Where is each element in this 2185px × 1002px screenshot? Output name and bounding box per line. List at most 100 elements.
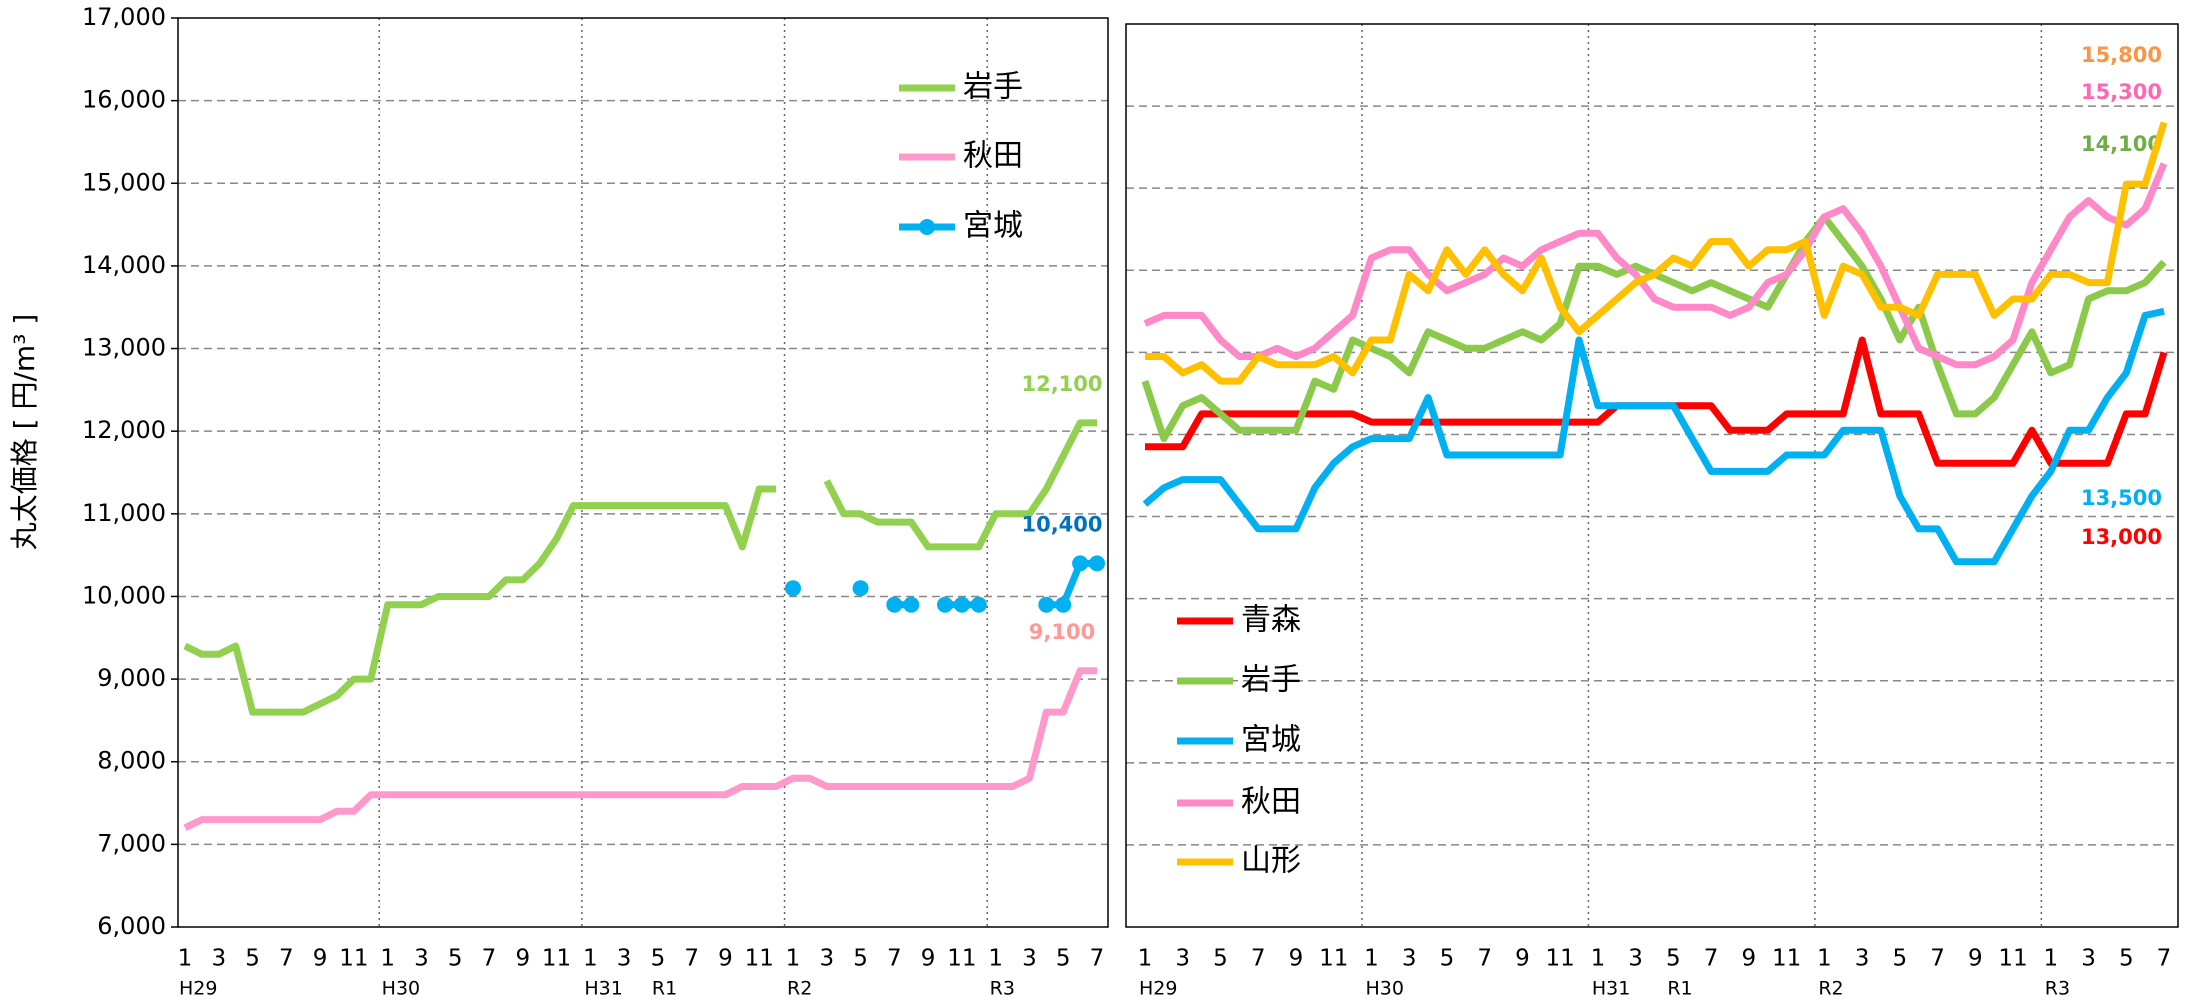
x-tick-label: 1 [1364,946,1379,972]
y-tick-label: 8,000 [97,747,166,775]
legend-label: 秋田 [1241,785,1301,820]
x-tick-label: 9 [1968,946,1983,972]
x-tick-label: 5 [1056,946,1071,972]
point [1072,555,1089,572]
point [937,596,953,613]
x-tick-label: 1 [2043,946,2058,972]
x-tick-label: 11 [1772,946,1801,972]
x-tick-label: 9 [921,946,936,972]
x-tick-label: 11 [542,946,571,972]
x-tick-label: 3 [414,946,429,972]
x-tick-label: 9 [718,946,733,972]
point [785,580,801,597]
value-label: 14,100 [2081,132,2162,156]
x-tick-label: 5 [1440,946,1455,972]
era-label: H30 [1365,978,1403,1000]
point [852,580,869,597]
x-tick-label: 7 [279,946,294,972]
era-label: R2 [787,978,812,1000]
legend-label: 宮城 [963,209,1023,244]
series-line [1143,162,2168,369]
y-tick-label: 11,000 [82,499,166,527]
x-tick-label: 5 [651,946,666,972]
value-label: 13,500 [2081,486,2162,510]
plot-frame [1125,23,2179,928]
legend-label: 山形 [1241,844,1301,879]
x-tick-label: 3 [211,946,226,972]
x-tick-label: 3 [1022,946,1037,972]
legend-label: 青森 [1241,603,1301,638]
y-tick-label: 9,000 [97,664,166,692]
point [886,596,903,613]
era-label: H29 [1139,978,1177,1000]
x-tick-label: 7 [684,946,699,972]
x-tick-label: 9 [1742,946,1757,972]
legend-label: 岩手 [1241,663,1301,698]
x-tick-label: 5 [1666,946,1681,972]
value-label: 15,300 [2081,80,2162,104]
x-tick-label: 1 [1817,946,1832,972]
series-line [1142,307,2165,566]
x-tick-label: 9 [313,946,328,972]
x-tick-label: 3 [2081,946,2096,972]
value-label: 9,100 [1029,620,1095,644]
series-line [1145,121,2168,385]
era-label: R2 [1818,978,1843,1000]
value-label: 10,400 [1021,512,1102,536]
x-tick-label: 5 [2119,946,2134,972]
x-tick-label: 11 [947,946,976,972]
x-tick-label: 3 [1628,946,1643,972]
y-tick-label: 17,000 [82,3,166,31]
x-tick-label: 3 [1175,946,1190,972]
series-line [183,667,1097,831]
x-tick-label: 7 [887,946,902,972]
x-tick-label: 7 [1090,946,1105,972]
y-tick-label: 12,000 [82,416,166,444]
era-label: H30 [382,978,420,1000]
point [953,596,970,613]
legend-label: 岩手 [963,70,1023,105]
y-tick-label: 7,000 [97,829,166,857]
x-tick-label: 11 [1546,946,1575,972]
x-tick-label: 1 [380,946,395,972]
x-tick-label: 9 [1515,946,1530,972]
x-tick-label: 3 [1855,946,1870,972]
x-tick-label: 7 [1704,946,1719,972]
point [970,596,987,613]
y-tick-label: 16,000 [82,86,166,114]
point [1055,596,1072,613]
x-tick-label: 1 [988,946,1003,972]
x-tick-label: 7 [2157,946,2172,972]
x-tick-label: 7 [1930,946,1945,972]
x-tick-label: 3 [617,946,632,972]
era-label: R1 [1667,978,1692,1000]
x-tick-label: 7 [482,946,497,972]
era-label: H31 [584,978,622,1000]
x-tick-label: 1 [1138,946,1153,972]
plot-frame [177,17,1109,928]
x-tick-label: 11 [745,946,774,972]
y-tick-label: 10,000 [82,581,166,609]
era-label: R3 [2045,978,2070,1000]
x-tick-label: 7 [1477,946,1492,972]
value-label: 15,800 [2081,43,2162,67]
x-tick-label: 3 [1402,946,1417,972]
x-tick-label: 5 [1892,946,1907,972]
x-tick-label: 1 [1591,946,1606,972]
x-tick-label: 5 [1213,946,1228,972]
y-axis-label: 丸太価格 [ 円/m³ ] [8,314,41,550]
y-tick-label: 6,000 [97,912,166,940]
x-tick-label: 7 [1251,946,1266,972]
legend-label: 秋田 [963,139,1023,174]
point [903,596,920,613]
x-tick-label: 11 [1319,946,1348,972]
legend-marker [919,219,935,235]
x-tick-label: 1 [786,946,801,972]
value-label: 12,100 [1021,372,1102,396]
point [1038,596,1055,613]
x-tick-label: 9 [515,946,530,972]
legend-label: 宮城 [1241,723,1301,758]
series-line [183,419,1097,716]
value-label: 13,000 [2081,525,2162,549]
